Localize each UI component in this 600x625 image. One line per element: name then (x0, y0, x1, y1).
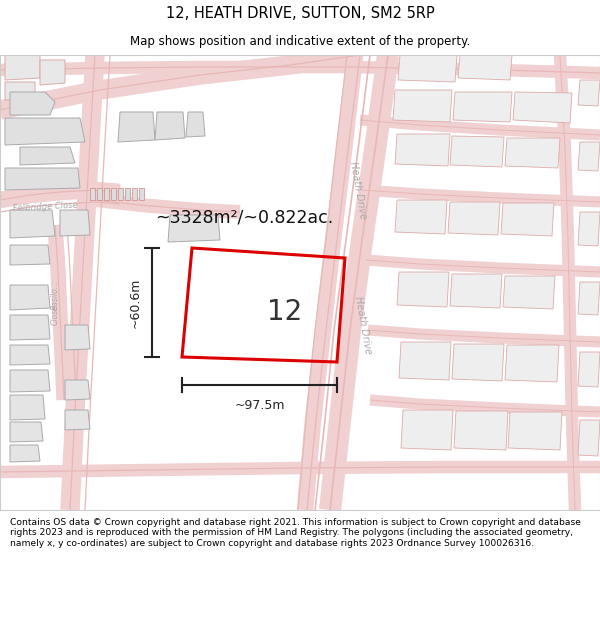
Polygon shape (450, 274, 502, 308)
Text: 12: 12 (268, 298, 302, 326)
Text: Heath Drive: Heath Drive (348, 161, 368, 219)
Polygon shape (139, 188, 144, 200)
Polygon shape (505, 138, 560, 168)
Polygon shape (10, 285, 50, 310)
Polygon shape (10, 315, 50, 340)
Polygon shape (578, 352, 600, 387)
Text: 12, HEATH DRIVE, SUTTON, SM2 5RP: 12, HEATH DRIVE, SUTTON, SM2 5RP (166, 6, 434, 21)
Polygon shape (65, 325, 90, 350)
Polygon shape (397, 272, 449, 307)
Polygon shape (10, 395, 45, 420)
Polygon shape (578, 80, 600, 106)
Text: Contains OS data © Crown copyright and database right 2021. This information is : Contains OS data © Crown copyright and d… (10, 518, 581, 548)
Polygon shape (10, 370, 50, 392)
Polygon shape (454, 411, 508, 450)
Polygon shape (395, 134, 450, 166)
Polygon shape (401, 410, 453, 450)
Polygon shape (508, 412, 562, 450)
Polygon shape (40, 60, 65, 85)
Polygon shape (65, 410, 90, 430)
Text: Close: Close (50, 304, 59, 326)
Polygon shape (393, 90, 452, 122)
Polygon shape (5, 82, 35, 100)
Polygon shape (501, 203, 554, 236)
Polygon shape (513, 92, 572, 123)
Text: Map shows position and indicative extent of the property.: Map shows position and indicative extent… (130, 35, 470, 48)
Polygon shape (5, 55, 40, 80)
Polygon shape (452, 344, 504, 381)
Text: ~3328m²/~0.822ac.: ~3328m²/~0.822ac. (155, 208, 333, 226)
Polygon shape (90, 188, 95, 200)
Polygon shape (104, 188, 109, 200)
Polygon shape (503, 276, 555, 309)
Text: Felbridge Close: Felbridge Close (13, 201, 77, 213)
Text: ~97.5m: ~97.5m (234, 399, 285, 412)
Polygon shape (395, 200, 447, 234)
Polygon shape (10, 245, 50, 265)
Polygon shape (168, 215, 220, 242)
Polygon shape (450, 136, 504, 167)
Polygon shape (10, 92, 55, 115)
Polygon shape (186, 112, 205, 137)
Text: ~60.6m: ~60.6m (129, 278, 142, 328)
Text: Basilo...: Basilo... (50, 280, 59, 310)
Polygon shape (155, 112, 185, 140)
Polygon shape (398, 55, 457, 82)
Polygon shape (578, 420, 600, 456)
Polygon shape (125, 188, 130, 200)
Polygon shape (118, 188, 123, 200)
Polygon shape (10, 345, 50, 365)
Polygon shape (448, 202, 500, 235)
Polygon shape (453, 92, 512, 122)
Polygon shape (111, 188, 116, 200)
Polygon shape (97, 188, 102, 200)
Polygon shape (10, 422, 43, 442)
Polygon shape (132, 188, 137, 200)
Polygon shape (10, 445, 40, 462)
Polygon shape (118, 112, 155, 142)
Polygon shape (20, 147, 75, 165)
Polygon shape (505, 345, 559, 382)
Text: Heath Drive: Heath Drive (353, 296, 373, 354)
Polygon shape (60, 210, 90, 236)
Polygon shape (578, 142, 600, 171)
Polygon shape (65, 380, 90, 400)
Polygon shape (578, 212, 600, 246)
Polygon shape (10, 210, 55, 238)
Polygon shape (5, 168, 80, 190)
Polygon shape (5, 118, 85, 145)
Polygon shape (458, 55, 512, 80)
Polygon shape (578, 282, 600, 315)
Polygon shape (399, 342, 451, 380)
